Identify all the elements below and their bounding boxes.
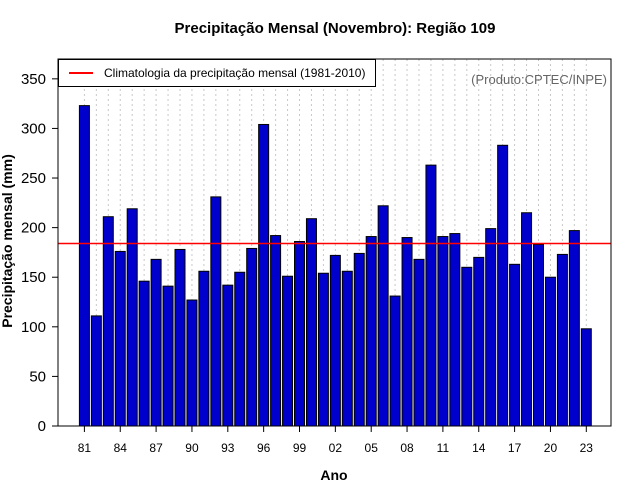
bar: [258, 123, 270, 427]
bar: [556, 253, 568, 427]
bar: [246, 247, 258, 427]
x-tick-label: 20: [544, 441, 558, 455]
bar: [568, 230, 580, 427]
bar: [521, 212, 533, 427]
credit-text: (Produto:CPTEC/INPE): [471, 72, 607, 87]
bar: [126, 208, 138, 427]
x-tick-label: 02: [329, 441, 343, 455]
bar: [377, 205, 389, 427]
legend: Climatologia da precipitação mensal (198…: [58, 59, 376, 87]
x-axis-label: Ano: [320, 467, 348, 483]
bar: [150, 258, 162, 427]
bar: [401, 237, 413, 427]
bar: [186, 299, 198, 427]
y-tick-label: 300: [21, 120, 46, 137]
chart-title: Precipitação Mensal (Novembro): Região 1…: [174, 20, 496, 37]
x-tick-label: 99: [293, 441, 307, 455]
bar: [485, 228, 497, 427]
x-tick-label: 14: [472, 441, 486, 455]
bar: [580, 328, 592, 427]
bar: [234, 271, 246, 427]
bars: [78, 105, 592, 427]
bar: [174, 248, 186, 427]
bar: [305, 218, 317, 427]
bar: [317, 272, 329, 427]
bar: [533, 243, 544, 427]
x-tick-label: 81: [78, 441, 92, 455]
bar: [389, 295, 401, 427]
bar: [449, 233, 461, 427]
y-tick-label: 0: [38, 418, 46, 435]
bar: [90, 315, 102, 427]
x-tick-label: 23: [580, 441, 594, 455]
bar: [413, 258, 425, 427]
x-tick-label: 11: [437, 441, 450, 455]
x-tick-label: 90: [185, 441, 199, 455]
bar: [461, 266, 473, 427]
y-tick-label: 100: [21, 319, 46, 336]
y-tick-label: 250: [21, 170, 46, 187]
y-tick-label: 350: [21, 71, 46, 88]
bar: [294, 241, 305, 427]
legend-line-swatch: [69, 72, 93, 74]
bar: [497, 144, 509, 427]
bar: [341, 270, 353, 427]
bar: [437, 236, 449, 427]
x-tick-label: 93: [221, 441, 235, 455]
y-tick-label: 200: [21, 220, 46, 237]
bar: [544, 276, 556, 427]
bar: [473, 256, 485, 427]
bar: [210, 196, 222, 427]
x-tick-label: 87: [149, 441, 163, 455]
bar: [78, 105, 90, 427]
x-tick-label: 05: [365, 441, 379, 455]
x-axis-ticks: 81 84 87 90 93 96 99 02 05 08 11 14 17 20 23: [78, 426, 594, 455]
bar: [198, 270, 210, 427]
bar: [365, 236, 377, 427]
bar: [270, 235, 282, 427]
bar: [138, 280, 150, 427]
x-tick-label: 17: [508, 441, 522, 455]
y-axis-label: Precipitação mensal (mm): [0, 154, 15, 328]
bar: [353, 252, 365, 427]
x-tick-label: 84: [114, 441, 128, 455]
y-tick-label: 150: [21, 269, 46, 286]
bar: [222, 284, 234, 427]
x-tick-label: 08: [400, 441, 414, 455]
bar: [509, 263, 521, 427]
bar: [114, 250, 126, 427]
bar: [162, 285, 174, 427]
bar: [102, 216, 114, 427]
y-axis-ticks: 0 50 100 150 200 250 300 350: [21, 71, 58, 435]
x-tick-label: 96: [257, 441, 271, 455]
y-tick-label: 50: [29, 368, 46, 385]
bar: [282, 275, 294, 427]
legend-label: Climatologia da precipitação mensal (198…: [104, 66, 366, 80]
bar: [425, 164, 437, 427]
bar: [329, 254, 341, 427]
